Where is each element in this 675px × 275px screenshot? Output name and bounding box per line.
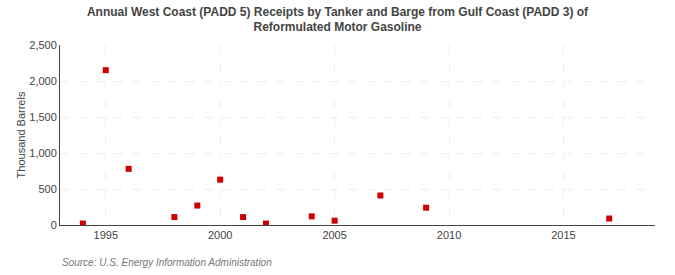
svg-text:1995: 1995 [94,229,118,241]
svg-text:2,500: 2,500 [29,39,57,51]
svg-text:2010: 2010 [437,229,461,241]
svg-text:1,500: 1,500 [29,111,57,123]
svg-text:500: 500 [38,183,56,195]
svg-text:0: 0 [51,219,57,231]
svg-text:2005: 2005 [322,229,346,241]
svg-text:2000: 2000 [208,229,232,241]
svg-text:Thousand Barrels: Thousand Barrels [15,91,27,178]
svg-text:1,000: 1,000 [29,147,57,159]
svg-text:Source: U.S. Energy Informatio: Source: U.S. Energy Information Administ… [62,257,272,268]
svg-text:2,000: 2,000 [29,75,57,87]
svg-text:Annual West Coast (PADD 5) Rec: Annual West Coast (PADD 5) Receipts by T… [87,5,589,35]
svg-text:2015: 2015 [551,229,575,241]
